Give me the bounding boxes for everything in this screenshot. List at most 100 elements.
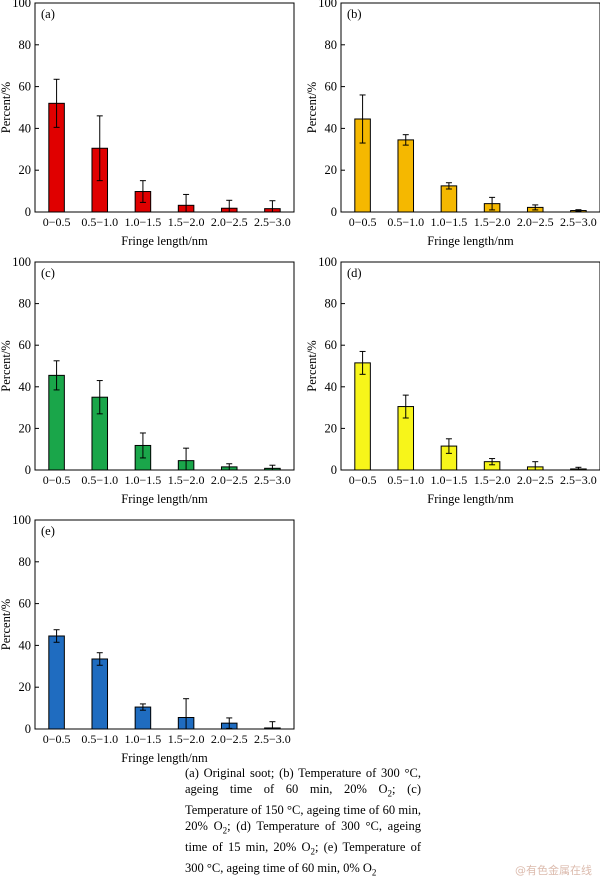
x-tick-label: 0.5−1.0 bbox=[81, 732, 118, 746]
y-axis-label: Percent/% bbox=[305, 82, 319, 133]
plot-frame bbox=[340, 2, 600, 213]
plot-frame bbox=[340, 261, 600, 471]
y-tick-label: 60 bbox=[19, 338, 32, 352]
x-axis-label: Fringe length/nm bbox=[121, 234, 208, 248]
chart-panel-e: 0 20 40 60 80 100 Percent/% (e) 0−0.5 0.5−1.0 1.0−… bbox=[0, 513, 295, 765]
y-tick-label: 80 bbox=[19, 555, 32, 569]
x-axis-label: Fringe length/nm bbox=[427, 234, 514, 248]
x-tick-label: 2.5−3.0 bbox=[254, 732, 291, 746]
y-tick-label: 0 bbox=[331, 205, 337, 219]
y-axis-label: Percent/% bbox=[0, 82, 13, 133]
y-axis-label: Percent/% bbox=[305, 340, 319, 391]
y-tick-label: 80 bbox=[19, 38, 32, 52]
caption-sub-d: 2 bbox=[310, 846, 315, 857]
panel-label: (c) bbox=[41, 266, 55, 280]
x-tick-label: 1.0−1.5 bbox=[125, 732, 162, 746]
x-tick-label: 0.5−1.0 bbox=[81, 473, 118, 487]
caption-sub-c: 2 bbox=[222, 825, 228, 836]
chart-panel-d: 0 20 40 60 80 100 Percent/% (d) 0−0.5 0.5−1.0 1.0−… bbox=[305, 255, 600, 506]
bar bbox=[48, 635, 65, 730]
y-axis-label: Percent/% bbox=[0, 340, 13, 391]
y-tick-label: 40 bbox=[19, 380, 32, 394]
y-tick-label: 60 bbox=[19, 597, 32, 611]
x-tick-label: 2.0−2.5 bbox=[211, 473, 248, 487]
x-tick-label: 0−0.5 bbox=[43, 215, 71, 229]
caption-part-c: ; (c) Temperature of 150 °C, ageing time… bbox=[185, 782, 421, 834]
x-tick-label: 1.5−2.0 bbox=[168, 215, 205, 229]
x-tick-label: 1.5−2.0 bbox=[168, 473, 205, 487]
panel-label: (e) bbox=[41, 524, 55, 538]
y-axis-label: Percent/% bbox=[0, 599, 13, 650]
y-tick-label: 80 bbox=[325, 297, 338, 311]
caption-part-a: (a) Original soot; (b) Temperature of 30… bbox=[185, 766, 421, 797]
y-tick-label: 20 bbox=[19, 421, 32, 435]
x-axis-label: Fringe length/nm bbox=[121, 751, 208, 765]
y-tick-label: 100 bbox=[12, 0, 31, 10]
y-tick-label: 0 bbox=[25, 205, 31, 219]
x-tick-label: 2.5−3.0 bbox=[254, 473, 291, 487]
watermark: @有色金属在线 bbox=[515, 864, 592, 877]
x-tick-label: 2.0−2.5 bbox=[517, 215, 554, 229]
x-tick-label: 0−0.5 bbox=[43, 732, 71, 746]
x-tick-label: 2.0−2.5 bbox=[517, 473, 554, 487]
caption-sub-a: 2 bbox=[387, 788, 393, 799]
panel-label: (b) bbox=[347, 7, 362, 21]
x-axis-label: Fringe length/nm bbox=[121, 492, 208, 506]
y-tick-label: 20 bbox=[19, 163, 32, 177]
y-tick-label: 0 bbox=[25, 463, 31, 477]
x-tick-label: 1.5−2.0 bbox=[168, 732, 205, 746]
y-tick-label: 40 bbox=[325, 121, 338, 135]
y-tick-label: 40 bbox=[19, 121, 32, 135]
panel-label: (a) bbox=[41, 7, 55, 21]
y-tick-label: 20 bbox=[19, 680, 32, 694]
chart-panel-c: 0 20 40 60 80 100 Percent/% (c) 0−0.5 0.5−1.0 1.0−… bbox=[0, 255, 295, 506]
x-tick-label: 0−0.5 bbox=[43, 473, 71, 487]
x-tick-label: 0.5−1.0 bbox=[387, 473, 424, 487]
bar bbox=[354, 362, 371, 471]
x-tick-label: 1.5−2.0 bbox=[474, 215, 511, 229]
caption-part-e: ; (e) Temperature of 300 °C, ageing time… bbox=[185, 839, 421, 875]
x-tick-label: 1.0−1.5 bbox=[431, 215, 468, 229]
x-tick-label: 2.5−3.0 bbox=[560, 473, 597, 487]
x-tick-label: 0−0.5 bbox=[349, 215, 377, 229]
x-tick-label: 1.0−1.5 bbox=[125, 215, 162, 229]
plot-frame bbox=[34, 2, 295, 213]
y-tick-label: 100 bbox=[318, 255, 337, 269]
plot-frame bbox=[34, 519, 295, 730]
y-tick-label: 80 bbox=[19, 297, 32, 311]
chart-panel-a: 0 20 40 60 80 100 Percent/% (a) 0−0.5 0.5−1.0 1.0−… bbox=[0, 0, 295, 248]
figure-caption: (a) Original soot; (b) Temperature of 30… bbox=[185, 765, 421, 880]
y-tick-label: 20 bbox=[325, 163, 338, 177]
x-tick-label: 2.0−2.5 bbox=[211, 732, 248, 746]
y-tick-label: 40 bbox=[19, 638, 32, 652]
y-tick-label: 100 bbox=[12, 513, 31, 527]
x-tick-label: 0.5−1.0 bbox=[387, 215, 424, 229]
x-tick-label: 1.0−1.5 bbox=[125, 473, 162, 487]
x-axis-label: Fringe length/nm bbox=[427, 492, 514, 506]
caption-part-d: ; (d) Temperature of 300 °C, ageing time… bbox=[185, 819, 421, 854]
x-tick-label: 0−0.5 bbox=[349, 473, 377, 487]
caption-sub-e: 2 bbox=[371, 867, 377, 878]
x-tick-label: 1.5−2.0 bbox=[474, 473, 511, 487]
bar bbox=[440, 185, 458, 213]
x-tick-label: 2.0−2.5 bbox=[211, 215, 248, 229]
y-tick-label: 100 bbox=[12, 255, 31, 269]
y-tick-label: 20 bbox=[325, 421, 338, 435]
bar bbox=[91, 658, 109, 730]
y-tick-label: 100 bbox=[318, 0, 337, 10]
y-tick-label: 80 bbox=[325, 38, 338, 52]
y-tick-label: 60 bbox=[19, 80, 32, 94]
x-tick-label: 0.5−1.0 bbox=[81, 215, 118, 229]
chart-panel-b: 0 20 40 60 80 100 Percent/% (b) 0−0.5 0.5−1.0 1.0−… bbox=[305, 0, 600, 248]
y-tick-label: 60 bbox=[325, 80, 338, 94]
y-tick-label: 0 bbox=[25, 722, 31, 736]
bar bbox=[397, 139, 415, 213]
y-tick-label: 0 bbox=[331, 463, 337, 477]
panel-label: (d) bbox=[347, 266, 362, 280]
y-tick-label: 40 bbox=[325, 380, 338, 394]
plot-frame bbox=[34, 261, 295, 471]
x-tick-label: 2.5−3.0 bbox=[254, 215, 291, 229]
x-tick-label: 2.5−3.0 bbox=[560, 215, 597, 229]
x-tick-label: 1.0−1.5 bbox=[431, 473, 468, 487]
y-tick-label: 60 bbox=[325, 338, 338, 352]
